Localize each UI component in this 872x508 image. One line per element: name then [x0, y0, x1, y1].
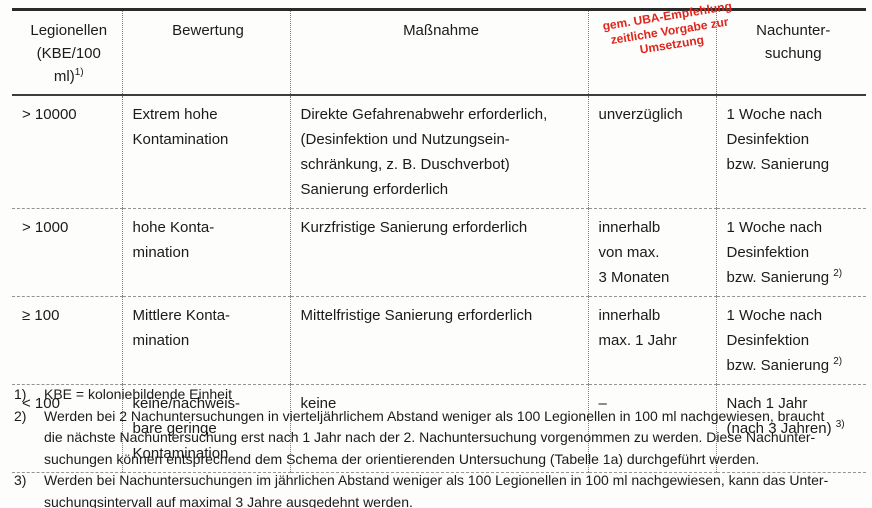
- table-row: > 10000 Extrem hohe Kontamination Direkt…: [12, 95, 866, 209]
- footnote-marker: 1): [14, 386, 27, 402]
- footnote-3: 3) Werden bei Nachuntersuchungen im jähr…: [14, 470, 860, 508]
- cell-bewertung: keine/nachweis- bare geringe Kontaminati…: [121, 384, 290, 473]
- footnote-text: KBE = koloniebildende Einheit: [44, 386, 232, 402]
- footnote-text: Werden bei 2 Nachuntersuchungen in viert…: [44, 407, 825, 467]
- cell-nachuntersuchung: Nach 1 Jahr (nach 3 Jahren) 3): [715, 384, 866, 473]
- cell-legionellen-value: > 1000: [12, 208, 122, 297]
- cell-vorgabe: innerhalb von max. 3 Monaten: [587, 208, 716, 297]
- table-row: > 1000 hohe Konta- mination Kurzfristige…: [12, 208, 866, 297]
- footnote-ref: 2): [833, 268, 843, 279]
- column-header-nachuntersuchung: Nachunter- suchung: [715, 9, 866, 96]
- cell-bewertung: hohe Konta- mination: [121, 208, 290, 297]
- table-row: ≥ 100 Mittlere Konta- mination Mittelfri…: [12, 296, 866, 385]
- header-line: Legionellen: [30, 22, 108, 39]
- cell-massnahme: Mittelfristige Sanierung erforderlich: [289, 296, 588, 385]
- cell-vorgabe: –: [587, 384, 716, 473]
- cell-legionellen-value: ≥ 100: [12, 296, 122, 385]
- cell-vorgabe: innerhalb max. 1 Jahr: [587, 296, 716, 385]
- cell-massnahme: keine: [289, 384, 588, 473]
- cell-bewertung: Extrem hohe Kontamination: [121, 95, 290, 209]
- cell-nachuntersuchung: 1 Woche nach Desinfektion bzw. Sanierung…: [715, 296, 866, 385]
- footnote-text: Werden bei Nachuntersuchungen im jährlic…: [44, 472, 829, 508]
- column-header-massnahme: Maßnahme: [289, 9, 588, 96]
- legionella-assessment-table: Legionellen (KBE/100 ml)1) Bewertung Maß…: [12, 0, 866, 473]
- footnote-marker: 3): [14, 472, 27, 488]
- cell-massnahme: Direkte Gefahrenabwehr erforderlich, (De…: [289, 95, 588, 209]
- cell-bewertung: Mittlere Konta- mination: [121, 296, 290, 385]
- table-row: < 100 keine/nachweis- bare geringe Konta…: [12, 384, 866, 473]
- table-header-row: Legionellen (KBE/100 ml)1) Bewertung Maß…: [12, 0, 866, 96]
- column-header-legionellen: Legionellen (KBE/100 ml)1): [12, 9, 122, 96]
- column-header-uba-vorgabe: gem. UBA-Empfehlung zeitliche Vorgabe zu…: [587, 0, 732, 96]
- cell-nachuntersuchung: 1 Woche nach Desinfektion bzw. Sanierung: [715, 95, 866, 209]
- footnotes-section: 1) KBE = koloniebildende Einheit 2) Werd…: [14, 384, 860, 508]
- cell-massnahme: Kurzfristige Sanierung erforderlich: [289, 208, 588, 297]
- footnote-1: 1) KBE = koloniebildende Einheit: [14, 384, 860, 406]
- cell-legionellen-value: > 10000: [12, 95, 122, 209]
- footnote-marker: 2): [14, 407, 27, 424]
- footnote-ref: 1): [74, 67, 84, 78]
- footnote-ref: 2): [833, 356, 843, 367]
- header-line: (KBE/100 ml)1): [36, 45, 101, 85]
- cell-legionellen-value: < 100: [12, 384, 122, 473]
- footnote-ref: 3): [835, 419, 845, 430]
- cell-nachuntersuchung: 1 Woche nach Desinfektion bzw. Sanierung…: [715, 208, 866, 297]
- cell-vorgabe: unverzüglich: [587, 95, 716, 209]
- column-header-bewertung: Bewertung: [121, 9, 290, 96]
- footnote-2: 2) Werden bei 2 Nachuntersuchungen in vi…: [14, 406, 860, 471]
